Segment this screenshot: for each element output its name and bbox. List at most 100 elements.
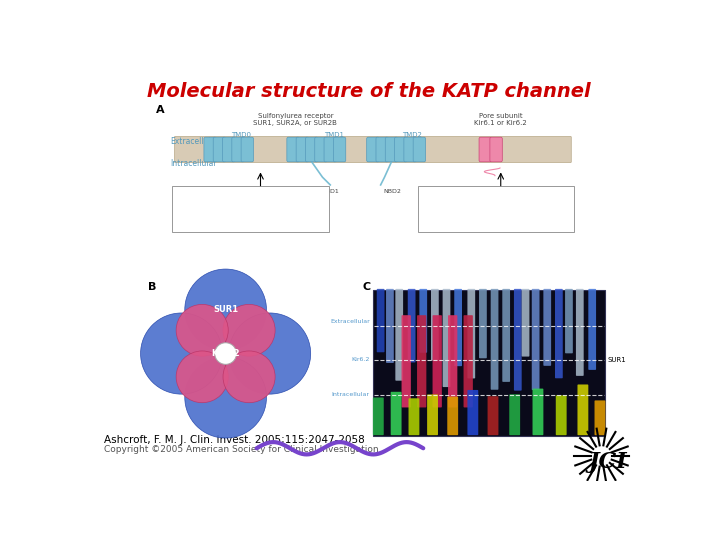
Text: MgATP: MgATP: [213, 213, 236, 219]
FancyBboxPatch shape: [402, 315, 411, 408]
Circle shape: [215, 343, 236, 364]
FancyBboxPatch shape: [241, 137, 253, 162]
FancyBboxPatch shape: [431, 289, 438, 361]
Text: B: B: [148, 282, 156, 292]
FancyBboxPatch shape: [448, 315, 457, 408]
FancyBboxPatch shape: [333, 137, 346, 162]
Text: JCI: JCI: [588, 451, 627, 473]
FancyBboxPatch shape: [373, 397, 384, 435]
FancyBboxPatch shape: [443, 289, 451, 387]
Ellipse shape: [223, 351, 275, 403]
FancyBboxPatch shape: [373, 289, 606, 436]
FancyBboxPatch shape: [467, 289, 475, 379]
FancyBboxPatch shape: [532, 289, 539, 390]
Ellipse shape: [185, 357, 266, 438]
FancyBboxPatch shape: [305, 137, 318, 162]
FancyBboxPatch shape: [386, 289, 394, 363]
Ellipse shape: [223, 305, 275, 356]
FancyBboxPatch shape: [433, 315, 442, 408]
Text: Molecular structure of the KATP channel: Molecular structure of the KATP channel: [147, 82, 591, 101]
FancyBboxPatch shape: [376, 137, 388, 162]
Text: Extracellular: Extracellular: [330, 319, 370, 325]
FancyBboxPatch shape: [454, 289, 462, 366]
FancyBboxPatch shape: [408, 289, 415, 362]
Text: SUR1: SUR1: [608, 357, 626, 363]
FancyBboxPatch shape: [377, 289, 384, 352]
FancyBboxPatch shape: [555, 289, 563, 379]
Text: Intracellular: Intracellular: [332, 393, 370, 397]
FancyBboxPatch shape: [417, 315, 426, 408]
FancyBboxPatch shape: [204, 137, 216, 162]
FancyBboxPatch shape: [287, 137, 300, 162]
Text: ADP: ADP: [456, 201, 472, 210]
FancyBboxPatch shape: [366, 137, 379, 162]
FancyBboxPatch shape: [490, 137, 503, 162]
FancyBboxPatch shape: [213, 137, 225, 162]
Text: PIP₂: PIP₂: [459, 213, 472, 219]
Text: Sulfonylurea receptor
SUR1, SUR2A, or SUR2B: Sulfonylurea receptor SUR1, SUR2A, or SU…: [253, 112, 337, 125]
Text: MgADP: MgADP: [213, 220, 238, 226]
FancyBboxPatch shape: [413, 137, 426, 162]
Text: LC-Acyl-CoA: LC-Acyl-CoA: [459, 220, 501, 226]
FancyBboxPatch shape: [533, 389, 544, 435]
Text: C: C: [363, 282, 371, 292]
Text: Copyright ©2005 American Society for Clinical Investigation: Copyright ©2005 American Society for Cli…: [104, 446, 379, 455]
FancyBboxPatch shape: [395, 289, 403, 381]
Text: Ashcroft, F. M. J. Clin. Invest. 2005;115:2047-2058: Ashcroft, F. M. J. Clin. Invest. 2005;11…: [104, 435, 365, 445]
FancyBboxPatch shape: [556, 395, 567, 435]
FancyBboxPatch shape: [385, 137, 397, 162]
Text: A: A: [156, 105, 164, 115]
FancyBboxPatch shape: [232, 137, 244, 162]
Text: Sulfonylureas: Sulfonylureas: [210, 193, 262, 201]
Text: ATP: ATP: [456, 193, 469, 201]
FancyBboxPatch shape: [174, 137, 571, 163]
FancyBboxPatch shape: [522, 289, 529, 356]
Text: Intracellular: Intracellular: [170, 159, 217, 168]
FancyBboxPatch shape: [404, 137, 416, 162]
FancyBboxPatch shape: [418, 186, 575, 232]
FancyBboxPatch shape: [588, 289, 596, 370]
Text: Inhibit: Inhibit: [425, 193, 453, 201]
FancyBboxPatch shape: [467, 390, 478, 435]
FancyBboxPatch shape: [172, 186, 329, 232]
FancyBboxPatch shape: [514, 289, 522, 390]
FancyBboxPatch shape: [419, 289, 427, 353]
Text: TMD2: TMD2: [402, 132, 422, 138]
FancyBboxPatch shape: [464, 315, 473, 408]
Ellipse shape: [140, 313, 222, 394]
FancyBboxPatch shape: [447, 396, 458, 435]
Text: Activate: Activate: [425, 213, 461, 221]
FancyBboxPatch shape: [427, 394, 438, 435]
FancyBboxPatch shape: [503, 289, 510, 382]
FancyBboxPatch shape: [324, 137, 336, 162]
FancyBboxPatch shape: [296, 137, 309, 162]
FancyBboxPatch shape: [576, 289, 584, 376]
FancyBboxPatch shape: [222, 137, 235, 162]
Text: NBD2: NBD2: [383, 189, 401, 194]
Text: Inhibit: Inhibit: [179, 193, 207, 201]
FancyBboxPatch shape: [544, 289, 551, 366]
FancyBboxPatch shape: [408, 399, 419, 435]
FancyBboxPatch shape: [577, 384, 588, 435]
Text: TMD0: TMD0: [231, 132, 251, 138]
Text: Activate: Activate: [179, 204, 215, 212]
FancyBboxPatch shape: [595, 400, 606, 435]
Text: K channel openers: K channel openers: [213, 204, 278, 210]
Text: TMD1: TMD1: [324, 132, 344, 138]
FancyBboxPatch shape: [395, 137, 407, 162]
Ellipse shape: [229, 313, 310, 394]
Text: Pore subunit
Kir6.1 or Kir6.2: Pore subunit Kir6.1 or Kir6.2: [474, 112, 527, 125]
FancyBboxPatch shape: [509, 394, 520, 435]
FancyBboxPatch shape: [565, 289, 573, 353]
Text: SUR1: SUR1: [213, 305, 238, 314]
Text: Kir6.2: Kir6.2: [211, 349, 240, 358]
Text: Extracellular: Extracellular: [170, 137, 219, 146]
Ellipse shape: [176, 351, 228, 403]
FancyBboxPatch shape: [479, 137, 492, 162]
FancyBboxPatch shape: [479, 289, 487, 359]
Ellipse shape: [185, 269, 266, 350]
Ellipse shape: [176, 305, 228, 356]
FancyBboxPatch shape: [487, 396, 498, 435]
FancyBboxPatch shape: [391, 392, 402, 435]
FancyBboxPatch shape: [490, 289, 498, 390]
